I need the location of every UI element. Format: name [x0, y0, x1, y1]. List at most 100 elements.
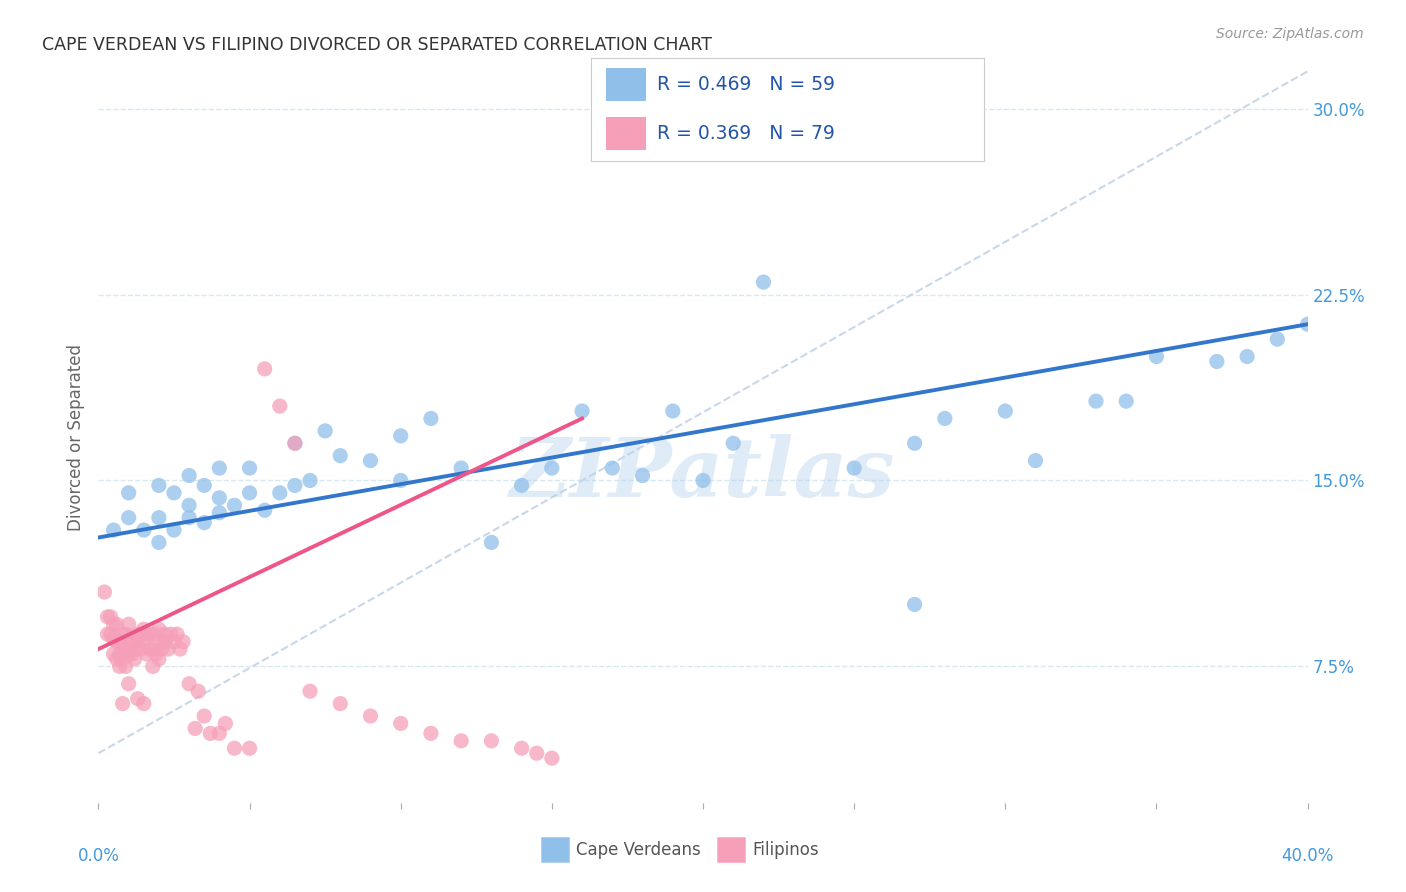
Point [1024, 453, 1046, 467]
Bar [606, 118, 645, 150]
Point [118, 647, 141, 661]
Point [299, 684, 322, 698]
Point [179, 498, 201, 512]
Point [420, 726, 443, 740]
Point [153, 627, 176, 641]
Point [540, 461, 562, 475]
Point [166, 627, 188, 641]
Point [114, 627, 136, 641]
Point [118, 486, 141, 500]
Point [148, 622, 170, 636]
Point [1236, 350, 1258, 364]
Point [105, 652, 128, 666]
Point [179, 468, 201, 483]
Point [540, 751, 562, 765]
Point [208, 491, 231, 505]
Point [360, 453, 382, 467]
Y-axis label: Divorced or Separated: Divorced or Separated [66, 343, 84, 531]
Point [118, 634, 141, 648]
Point [127, 627, 149, 641]
Point [179, 510, 201, 524]
Point [118, 617, 141, 632]
Point [187, 684, 209, 698]
Point [148, 652, 170, 666]
Point [142, 642, 165, 657]
Text: R = 0.469   N = 59: R = 0.469 N = 59 [658, 75, 835, 95]
Point [148, 510, 170, 524]
Point [111, 697, 134, 711]
Point [103, 632, 125, 647]
Point [121, 647, 143, 661]
Point [1206, 354, 1229, 368]
Point [208, 726, 231, 740]
Point [111, 640, 134, 654]
Point [208, 506, 231, 520]
Bar [541, 838, 569, 862]
Point [631, 468, 654, 483]
Point [150, 642, 173, 657]
Point [481, 734, 503, 748]
Point [160, 627, 183, 641]
Point [284, 436, 307, 450]
Point [1296, 318, 1319, 332]
Point [145, 647, 167, 661]
Point [148, 634, 170, 648]
Point [208, 461, 231, 475]
Point [135, 647, 157, 661]
Point [124, 652, 146, 666]
Point [132, 523, 155, 537]
Point [100, 610, 122, 624]
Point [184, 722, 207, 736]
Text: ZIPatlas: ZIPatlas [510, 434, 896, 514]
Point [193, 478, 215, 492]
Point [105, 634, 128, 648]
Point [239, 486, 262, 500]
Point [118, 677, 141, 691]
Point [224, 498, 246, 512]
Point [96, 610, 118, 624]
Point [1115, 394, 1137, 409]
Point [299, 474, 322, 488]
Point [510, 478, 533, 492]
Point [253, 503, 276, 517]
Point [269, 399, 291, 413]
Point [571, 404, 593, 418]
Point [389, 716, 412, 731]
Point [253, 362, 276, 376]
Point [389, 474, 412, 488]
Point [360, 709, 382, 723]
Text: Source: ZipAtlas.com: Source: ZipAtlas.com [1216, 27, 1364, 41]
Point [111, 627, 134, 641]
Point [108, 634, 131, 648]
Text: Cape Verdeans: Cape Verdeans [576, 840, 702, 859]
Point [139, 642, 162, 657]
Point [103, 617, 125, 632]
Point [239, 461, 262, 475]
Point [200, 726, 222, 740]
Point [314, 424, 336, 438]
Point [142, 659, 165, 673]
Point [450, 734, 472, 748]
Point [284, 478, 307, 492]
Point [124, 642, 146, 657]
Text: CAPE VERDEAN VS FILIPINO DIVORCED OR SEPARATED CORRELATION CHART: CAPE VERDEAN VS FILIPINO DIVORCED OR SEP… [42, 36, 713, 54]
Point [108, 647, 131, 661]
Point [100, 627, 122, 641]
Bar [606, 69, 645, 101]
Point [121, 634, 143, 648]
Text: Filipinos: Filipinos [752, 840, 818, 859]
Point [132, 622, 155, 636]
Text: 40.0%: 40.0% [1281, 847, 1334, 865]
Point [389, 429, 412, 443]
Point [129, 642, 152, 657]
Text: 0.0%: 0.0% [77, 847, 120, 865]
Point [96, 627, 118, 641]
Point [193, 709, 215, 723]
Point [179, 677, 201, 691]
Point [153, 634, 176, 648]
Point [904, 598, 927, 612]
Point [934, 411, 956, 425]
Point [135, 627, 157, 641]
Point [108, 659, 131, 673]
Point [129, 627, 152, 641]
